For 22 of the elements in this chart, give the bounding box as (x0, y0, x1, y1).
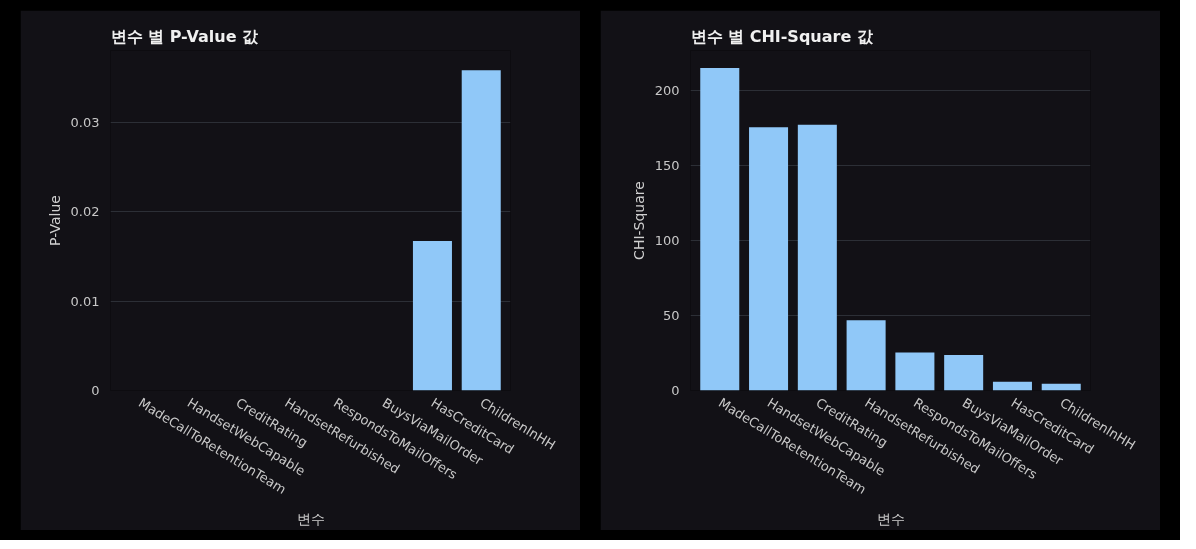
y-axis-title: P-Value (46, 195, 63, 246)
chart-title: 변수 별 P-Value 값 (110, 26, 260, 46)
bar (700, 68, 740, 391)
y-tick-label: 0 (671, 383, 680, 398)
bar (944, 355, 984, 391)
y-tick-label: 0 (91, 383, 100, 398)
y-tick-label: 150 (654, 158, 680, 174)
bar (895, 352, 935, 391)
x-axis-title: 변수 (296, 511, 325, 528)
chart-title: 변수 별 CHI-Square 값 (690, 26, 874, 46)
bar (749, 127, 789, 391)
y-tick-label: 0.01 (70, 293, 100, 309)
bar (992, 381, 1032, 391)
y-tick-label: 0.03 (70, 114, 100, 130)
y-axis-title: CHI-Square (630, 181, 647, 260)
y-tick-label: 0.02 (70, 204, 100, 220)
y-tick-label: 200 (654, 83, 680, 99)
bar (797, 124, 837, 391)
bar (846, 320, 886, 391)
y-tick-label: 100 (654, 233, 680, 249)
y-tick-label: 50 (662, 308, 680, 324)
x-axis-title: 변수 (876, 511, 905, 528)
